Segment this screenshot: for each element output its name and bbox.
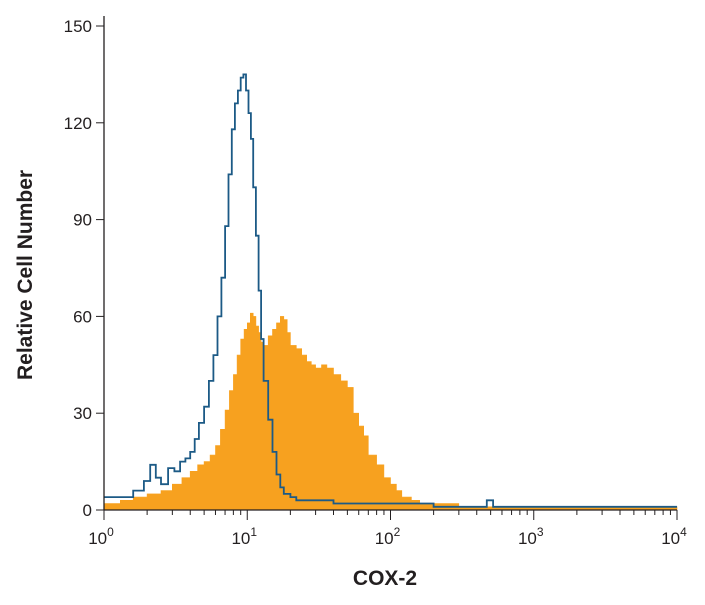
x-tick-label: 103 bbox=[518, 525, 544, 548]
histogram-series-group bbox=[103, 73, 678, 511]
y-tick-label: 0 bbox=[83, 501, 92, 520]
y-tick-label: 30 bbox=[73, 404, 92, 423]
x-axis-title: COX-2 bbox=[353, 567, 417, 590]
x-tick-label: 101 bbox=[231, 525, 257, 548]
y-tick-label: 150 bbox=[64, 17, 92, 36]
x-axis-ticks: 100 101 102 103 104 bbox=[88, 510, 687, 548]
y-tick-label: 90 bbox=[73, 211, 92, 230]
histogram-outline-series-1 bbox=[104, 73, 677, 508]
y-axis-ticks: 0 30 60 90 120 150 bbox=[64, 17, 104, 520]
y-tick-label: 60 bbox=[73, 307, 92, 326]
x-tick-label: 102 bbox=[375, 525, 401, 548]
histogram-fill-series-0 bbox=[103, 312, 678, 511]
y-tick-label: 120 bbox=[64, 114, 92, 133]
axes-group bbox=[103, 16, 677, 511]
x-tick-label: 104 bbox=[661, 525, 687, 548]
x-tick-label: 100 bbox=[88, 525, 114, 548]
y-axis-title: Relative Cell Number bbox=[14, 170, 37, 380]
